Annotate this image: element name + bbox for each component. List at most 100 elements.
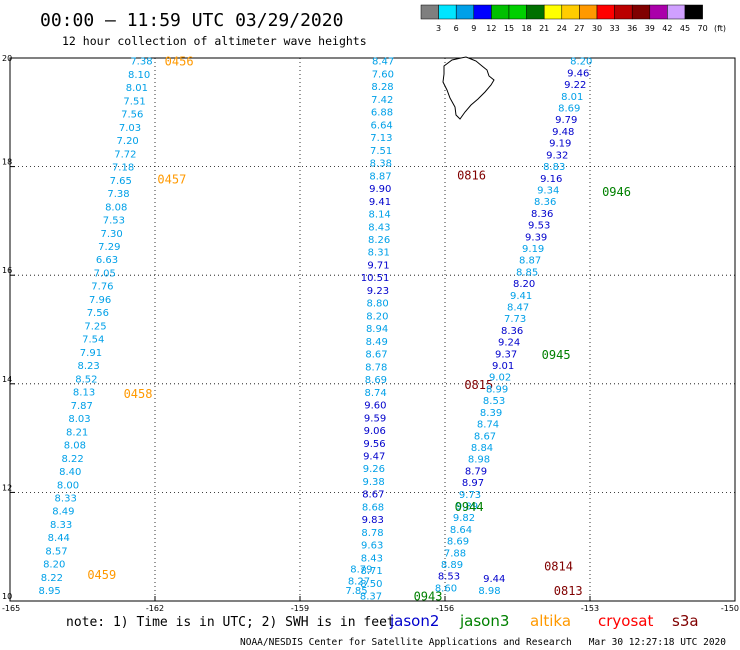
wave-height-value: 8.67: [474, 431, 496, 442]
x-tick-label: -159: [291, 604, 309, 613]
pass-time-label: 0814: [544, 560, 573, 574]
wave-height-value: 9.90: [369, 184, 391, 195]
wave-height-value: 8.36: [531, 209, 553, 220]
wave-height-value: 8.79: [465, 466, 487, 477]
wave-height-value: 9.71: [367, 260, 389, 271]
wave-height-value: 8.20: [43, 560, 65, 571]
wave-height-value: 9.41: [369, 197, 391, 208]
wave-height-value: 9.38: [362, 477, 384, 488]
wave-height-value: 6.88: [371, 108, 393, 119]
wave-height-value: 9.47: [363, 451, 385, 462]
wave-height-value: 8.38: [370, 159, 392, 170]
wave-height-value: 8.57: [45, 546, 67, 557]
wave-height-value: 8.00: [57, 480, 79, 491]
wave-height-value: 8.95: [38, 586, 60, 597]
wave-height-value: 7.88: [444, 548, 466, 559]
x-tick-label: -150: [721, 604, 739, 613]
pass-time-label: 0944: [455, 500, 484, 514]
wave-height-value: 7.51: [370, 146, 392, 157]
x-tick-label: -162: [146, 604, 164, 613]
wave-height-value: 7.13: [370, 133, 392, 144]
wave-height-value: 7.20: [117, 136, 139, 147]
wave-height-value: 9.24: [498, 338, 520, 349]
wave-height-value: 9.39: [525, 232, 547, 243]
wave-height-value: 9.01: [492, 361, 514, 372]
wave-height-value: 8.20: [513, 279, 535, 290]
track-jason3: 8.209.469.228.018.699.799.489.199.328.83…: [414, 57, 631, 604]
wave-height-value: 6.63: [96, 255, 118, 266]
wave-height-value: 8.22: [61, 454, 83, 465]
wave-height-value: 9.60: [364, 401, 386, 412]
colorbar-tick-label: 21: [539, 24, 549, 33]
satellite-legend: jason2 jason3 altika cryosat s3a: [389, 612, 699, 630]
wave-height-value: 7.54: [82, 335, 104, 346]
wave-height-value: 8.28: [371, 82, 393, 93]
wave-height-value: 8.10: [128, 70, 150, 81]
colorbar-tick-label: 39: [645, 24, 655, 33]
colorbar-swatch: [649, 4, 668, 20]
wave-height-value: 7.18: [112, 163, 134, 174]
pass-time-label: 0943: [414, 590, 443, 604]
colorbar-tick-label: 6: [454, 24, 459, 33]
wave-height-value: 7.85: [345, 586, 367, 597]
wave-height-value: 8.69: [365, 375, 387, 386]
y-tick-label: 12: [2, 483, 12, 492]
wave-height-value: 8.01: [561, 92, 583, 103]
wave-height-value: 9.34: [537, 185, 559, 196]
wave-height-value: 8.43: [361, 553, 383, 564]
wave-height-value: 7.51: [123, 96, 145, 107]
wave-height-value: 10.51: [361, 273, 390, 284]
wave-height-value: 8.74: [477, 420, 499, 431]
colorbar-swatch: [543, 4, 563, 20]
wave-height-value: 9.19: [522, 244, 544, 255]
wave-height-value: 8.08: [64, 441, 86, 452]
colorbar-tick-label: 24: [557, 24, 567, 33]
colorbar-tick-label: 18: [522, 24, 532, 33]
wave-height-value: 7.29: [98, 242, 120, 253]
wave-height-value: 7.25: [84, 321, 106, 332]
wave-height-value: 8.84: [471, 443, 493, 454]
wave-height-value: 9.48: [552, 127, 574, 138]
wave-height-value: 9.22: [564, 80, 586, 91]
wave-height-value: 8.60: [435, 583, 457, 594]
wave-height-value: 8.33: [50, 520, 72, 531]
wave-height-value: 9.37: [495, 349, 517, 360]
wave-height-value: 8.36: [501, 326, 523, 337]
colorbar-swatch: [491, 4, 510, 20]
wave-height-value: 6.64: [371, 120, 393, 131]
pass-time-label: 0816: [457, 169, 486, 183]
pass-time-label: 0815: [464, 378, 493, 392]
wave-height-value: 8.03: [68, 414, 90, 425]
wave-height-value: 8.78: [361, 528, 383, 539]
wave-height-value: 8.21: [66, 427, 88, 438]
wave-height-value: 8.98: [478, 586, 500, 597]
legend-s3a: s3a: [672, 612, 699, 630]
colorbar-tick-label: 45: [680, 24, 690, 33]
colorbar-swatch: [526, 4, 545, 20]
y-tick-label: 20: [2, 54, 12, 63]
legend-cryosat: cryosat: [598, 612, 653, 630]
wave-height-value: 8.98: [468, 455, 490, 466]
colorbar-tick-label: 3: [436, 24, 441, 33]
pass-time-label: 0456: [165, 55, 194, 69]
colorbar-tick-label: 12: [486, 24, 496, 33]
wave-height-value: 9.44: [483, 574, 505, 585]
wave-height-value: 8.67: [365, 350, 387, 361]
wave-height-value: 7.53: [103, 216, 125, 227]
wave-height-value: 7.72: [114, 149, 136, 160]
colorbar-swatch: [579, 4, 598, 20]
map-frame: [9, 57, 736, 602]
wave-height-value: 8.20: [570, 57, 592, 68]
wave-height-value: 9.83: [362, 515, 384, 526]
colorbar-swatch: [455, 4, 475, 20]
wave-height-value: 8.01: [126, 83, 148, 94]
wave-height-value: 8.68: [362, 502, 384, 513]
x-tick-label: -156: [436, 604, 454, 613]
track-s3a: 8.477.60 8.28 7.42 6.886.64 7.13 7.51 8.388.87…: [360, 57, 493, 603]
pass-time-label: 0458: [124, 387, 153, 401]
wave-height-value: 8.53: [483, 396, 505, 407]
wave-height-value: 8.23: [78, 361, 100, 372]
wave-height-value: 8.36: [534, 197, 556, 208]
y-tick-label: 18: [2, 158, 12, 167]
wave-height-value: 8.50: [360, 579, 382, 590]
